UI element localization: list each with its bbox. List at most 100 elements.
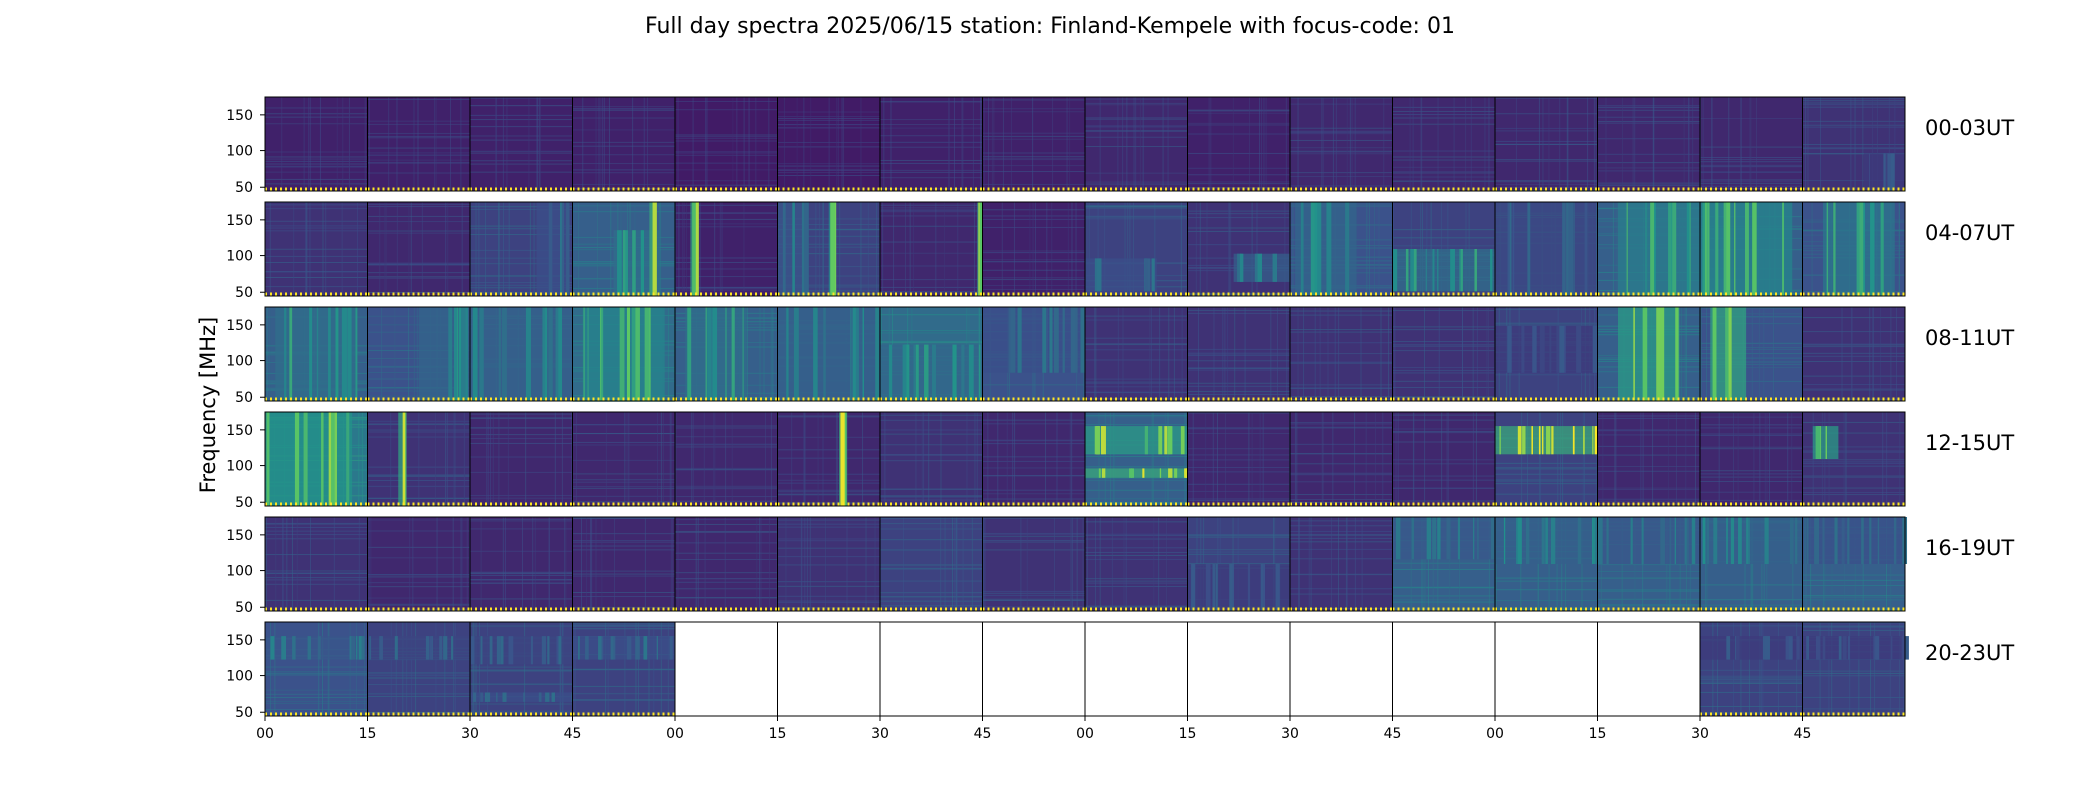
panel-frame bbox=[1187, 621, 1291, 717]
burst-streak bbox=[924, 344, 929, 401]
noise-streak bbox=[1256, 202, 1258, 296]
noise-streak bbox=[1872, 307, 1874, 401]
noise-band bbox=[367, 263, 470, 265]
noise-band bbox=[1085, 386, 1188, 388]
noise-band bbox=[1085, 207, 1188, 209]
noise-band bbox=[880, 241, 983, 243]
noise-band bbox=[1085, 381, 1188, 383]
x-tick-label: 30 bbox=[461, 726, 479, 742]
burst-streak bbox=[1668, 202, 1672, 296]
noise-streak bbox=[768, 97, 770, 191]
noise-band bbox=[1187, 393, 1290, 395]
noise-streak bbox=[534, 517, 536, 611]
burst-streak bbox=[631, 307, 636, 401]
noise-band bbox=[572, 693, 675, 695]
noise-band bbox=[265, 220, 368, 222]
noise-streak bbox=[1653, 97, 1655, 191]
noise-band bbox=[675, 519, 778, 521]
noise-band bbox=[1495, 97, 1598, 99]
burst-streak bbox=[439, 636, 443, 660]
noise-streak bbox=[770, 412, 772, 506]
burst-streak bbox=[1653, 202, 1656, 296]
burst-streak bbox=[1432, 517, 1437, 560]
noise-streak bbox=[1001, 202, 1003, 296]
noise-streak bbox=[336, 97, 338, 191]
noise-streak bbox=[1488, 517, 1490, 611]
noise-band bbox=[265, 163, 368, 165]
noise-streak bbox=[293, 202, 295, 296]
noise-streak bbox=[306, 202, 308, 296]
noise-band bbox=[1187, 369, 1290, 371]
noise-streak bbox=[1292, 202, 1294, 296]
noise-streak bbox=[390, 412, 392, 506]
noise-band bbox=[880, 124, 983, 126]
noise-streak bbox=[1126, 97, 1128, 191]
x-tick-label: 00 bbox=[1486, 726, 1504, 742]
burst-streak bbox=[498, 307, 501, 401]
noise-streak bbox=[1288, 202, 1290, 296]
panel-frame bbox=[1084, 621, 1188, 717]
burst-streak bbox=[968, 344, 974, 401]
noise-streak bbox=[1284, 202, 1286, 296]
noise-band bbox=[1597, 605, 1700, 607]
noise-band bbox=[1187, 109, 1290, 111]
noise-band bbox=[675, 136, 778, 138]
noise-band bbox=[982, 549, 1085, 551]
noise-band bbox=[1802, 388, 1905, 390]
burst-streak bbox=[1841, 517, 1845, 564]
noise-streak bbox=[1217, 412, 1219, 506]
noise-streak bbox=[803, 412, 805, 506]
noise-streak bbox=[1874, 622, 1876, 716]
noise-band bbox=[367, 152, 470, 154]
noise-streak bbox=[1413, 412, 1415, 506]
noise-band bbox=[572, 129, 675, 131]
noise-streak bbox=[1104, 412, 1106, 506]
noise-band bbox=[675, 581, 778, 583]
noise-band bbox=[1187, 483, 1290, 485]
noise-band bbox=[1187, 466, 1290, 468]
burst-streak bbox=[1890, 153, 1895, 191]
panel-frame bbox=[879, 621, 983, 717]
noise-streak bbox=[962, 517, 964, 611]
noise-band bbox=[1802, 622, 1905, 624]
panel-background bbox=[1392, 412, 1495, 506]
panel-00-03UT-4 bbox=[674, 96, 778, 192]
noise-streak bbox=[1117, 97, 1119, 191]
noise-band bbox=[1700, 448, 1803, 450]
burst-streak bbox=[1516, 517, 1520, 564]
noise-band bbox=[1187, 133, 1290, 135]
noise-band bbox=[265, 277, 368, 279]
noise-band bbox=[1700, 470, 1803, 472]
noise-band bbox=[1597, 454, 1700, 456]
burst-streak bbox=[1517, 426, 1522, 455]
y-tick-label: 150 bbox=[226, 213, 253, 229]
noise-streak bbox=[763, 307, 765, 401]
noise-streak bbox=[667, 622, 669, 716]
noise-band bbox=[1187, 382, 1290, 384]
burst bbox=[1085, 468, 1190, 478]
burst-streak bbox=[1738, 517, 1742, 564]
noise-streak bbox=[1303, 307, 1305, 401]
noise-streak bbox=[307, 97, 309, 191]
noise-band bbox=[777, 600, 880, 602]
noise-band bbox=[470, 520, 573, 522]
noise-streak bbox=[903, 517, 905, 611]
burst-streak bbox=[331, 412, 336, 506]
panel-background bbox=[982, 517, 1085, 611]
noise-streak bbox=[358, 412, 360, 506]
noise-band bbox=[982, 138, 1085, 140]
noise-band bbox=[1187, 167, 1290, 169]
burst bbox=[265, 636, 368, 660]
noise-streak bbox=[948, 97, 950, 191]
noise-band bbox=[1187, 110, 1290, 112]
noise-streak bbox=[454, 412, 456, 506]
noise-streak bbox=[940, 517, 942, 611]
noise-streak bbox=[1099, 97, 1101, 191]
burst bbox=[777, 202, 809, 296]
noise-streak bbox=[1180, 202, 1182, 296]
burst-streak bbox=[489, 636, 493, 665]
noise-streak bbox=[803, 412, 805, 506]
x-tick-label: 15 bbox=[1179, 726, 1197, 742]
noise-band bbox=[1187, 428, 1290, 430]
noise-band bbox=[470, 209, 573, 211]
